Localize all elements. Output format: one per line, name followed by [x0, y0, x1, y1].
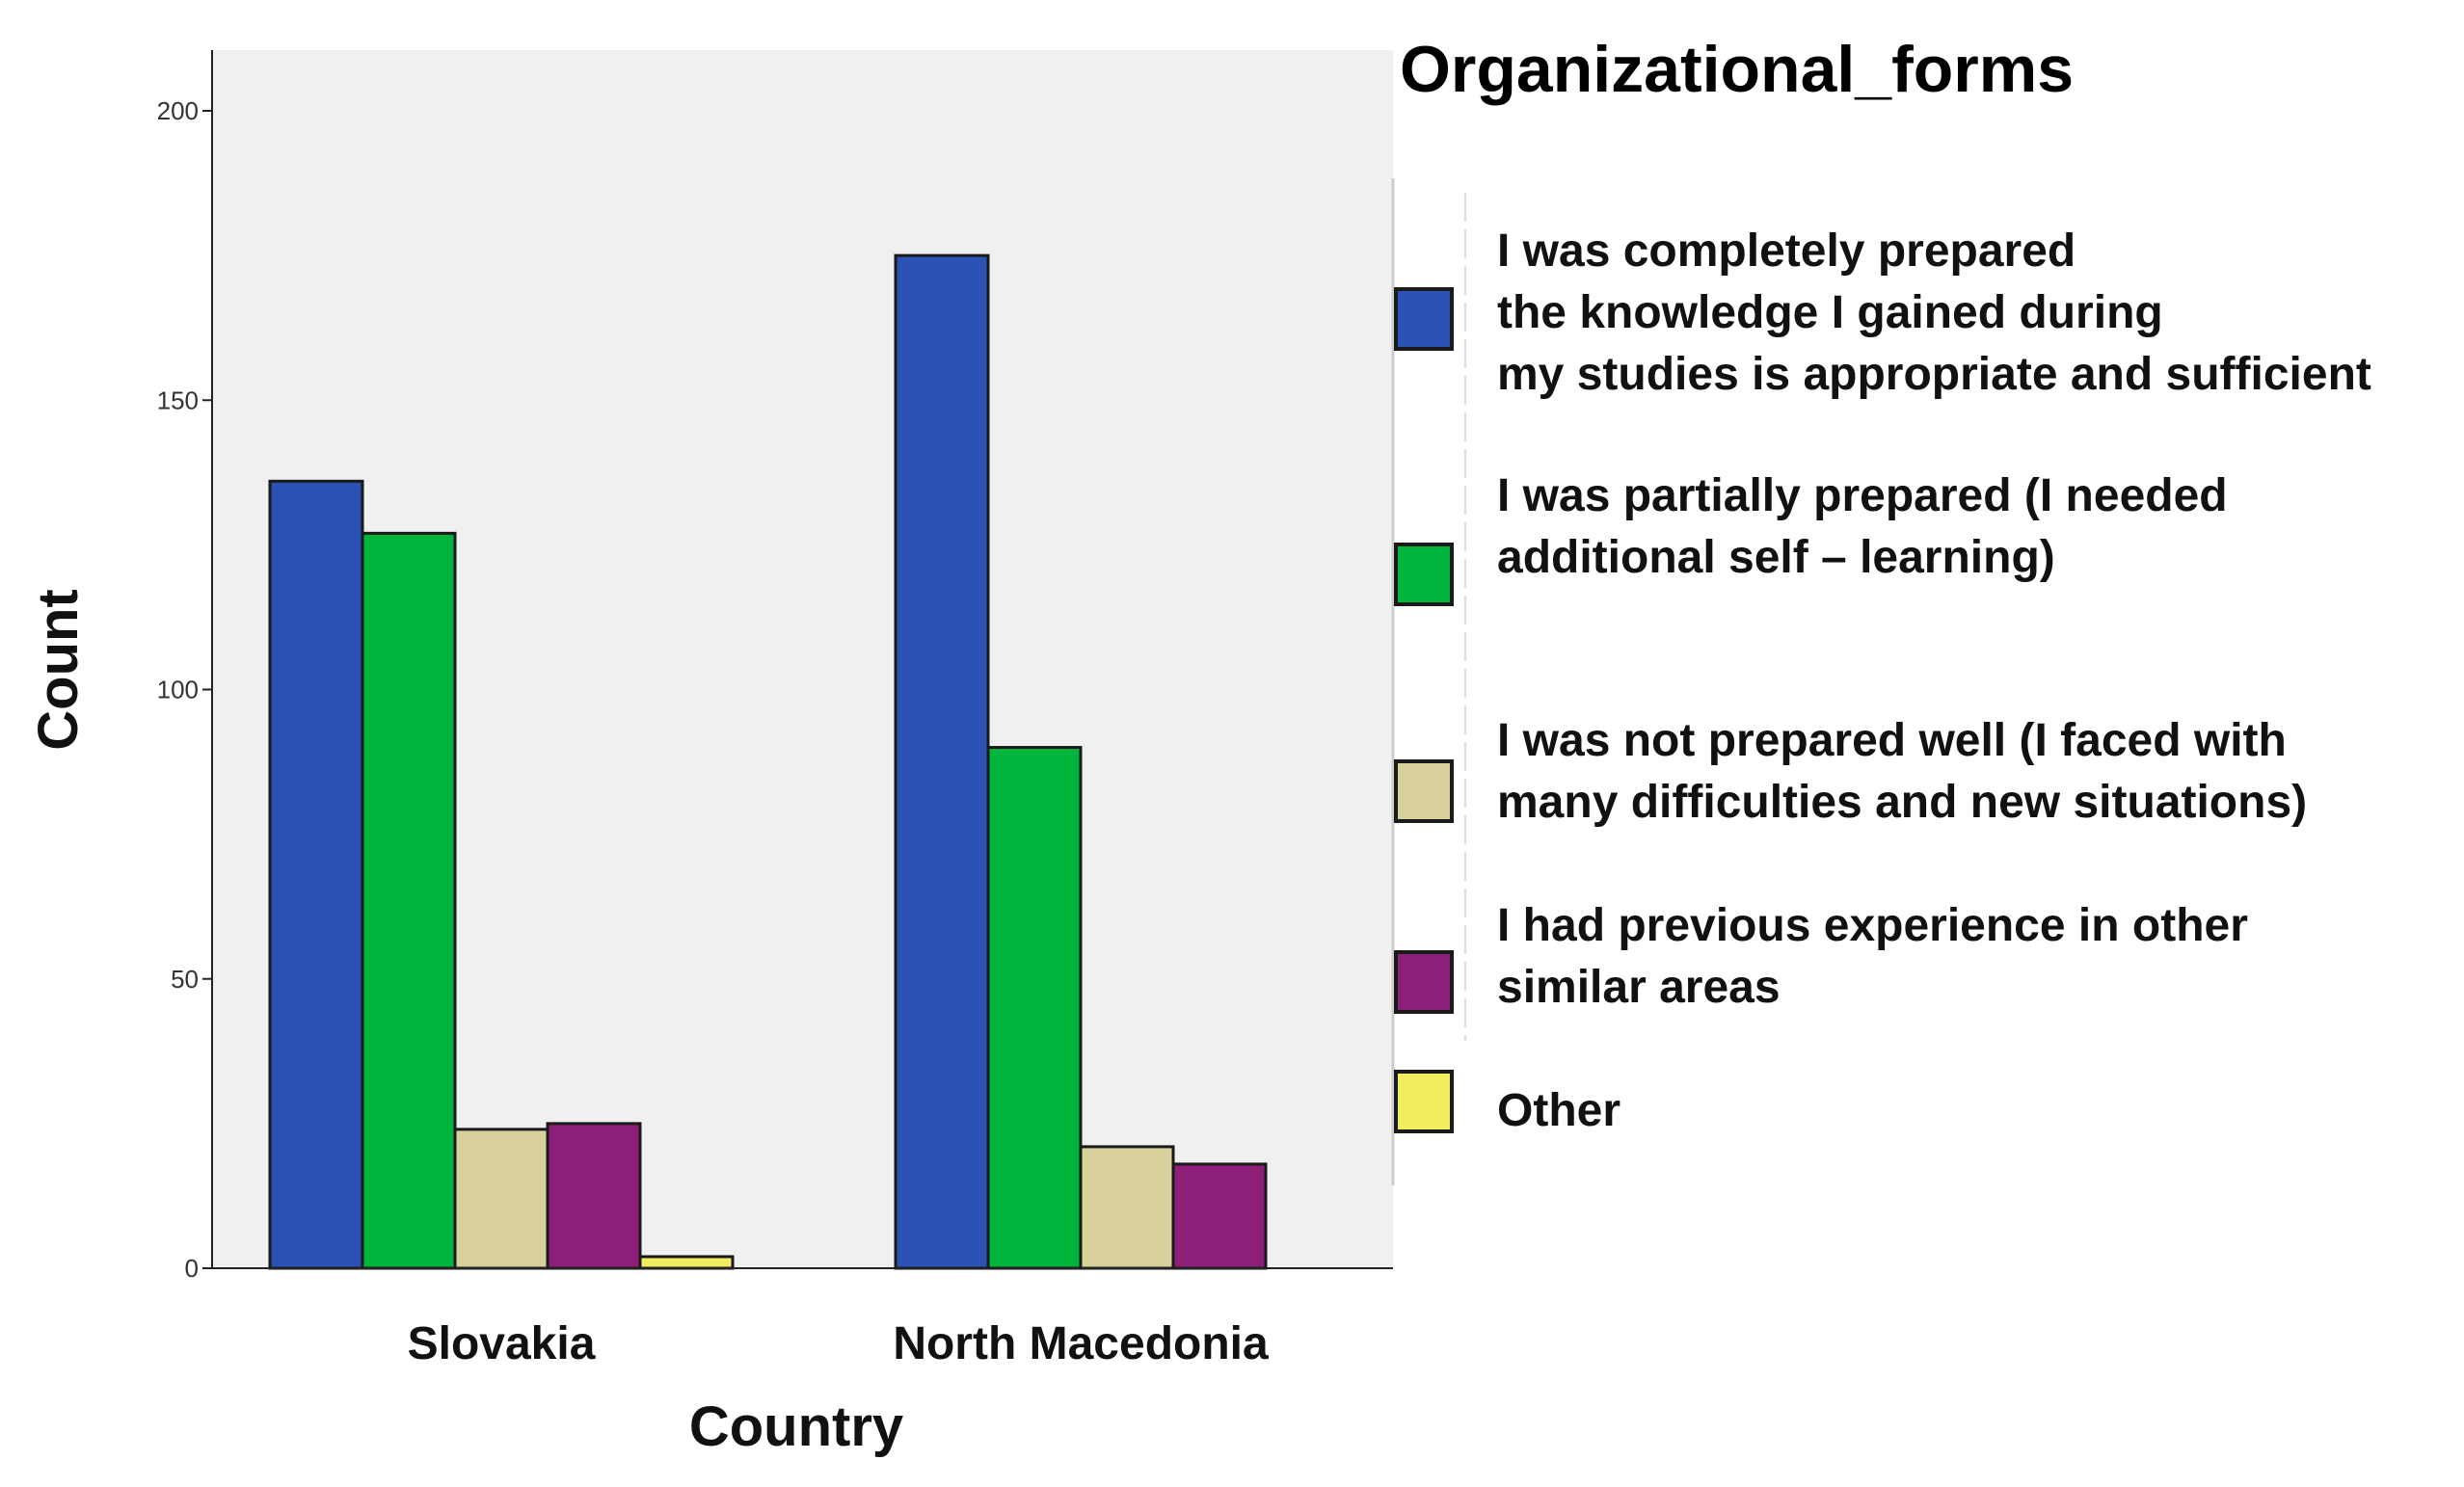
legend-title: Organizational_forms [1400, 33, 2074, 106]
bar [453, 1128, 549, 1270]
y-tick-label: 200 [157, 96, 199, 125]
y-tick-label: 100 [157, 676, 199, 704]
legend-label: I had previous experience in other simila… [1497, 900, 2248, 1013]
bars-layer [268, 253, 1268, 1270]
y-tick-label: 0 [185, 1254, 199, 1283]
bar [546, 1122, 642, 1270]
y-tick-label: 50 [171, 965, 199, 994]
bar [638, 1255, 735, 1270]
axes-layer: 0 50 100 150 200 Slovakia North Macedonia [157, 50, 1393, 1369]
bar [361, 531, 457, 1270]
x-category-label: Slovakia [408, 1318, 596, 1369]
bar [986, 746, 1083, 1270]
bar [268, 479, 364, 1270]
legend-swatch [1394, 950, 1454, 1014]
legend-label: I was completely prepared the knowledge I… [1497, 226, 2371, 400]
x-axis-title: Country [689, 1395, 903, 1458]
legend: I was completely prepared the knowledge I… [1394, 226, 2371, 1136]
bar [1171, 1162, 1268, 1270]
legend-label: Other [1497, 1085, 1620, 1136]
legend-swatch [1394, 759, 1454, 823]
legend-swatch [1394, 1070, 1454, 1133]
legend-swatch [1394, 543, 1454, 606]
legend-swatch [1394, 287, 1454, 351]
y-tick-label: 150 [157, 385, 199, 414]
legend-label: I was partially prepared (I needed additi… [1497, 470, 2228, 583]
legend-label: I was not prepared well (I faced with man… [1497, 715, 2307, 828]
y-axis-title: Count [27, 589, 90, 751]
bar [1079, 1145, 1175, 1270]
x-category-label: North Macedonia [893, 1318, 1269, 1369]
bar [894, 253, 990, 1270]
